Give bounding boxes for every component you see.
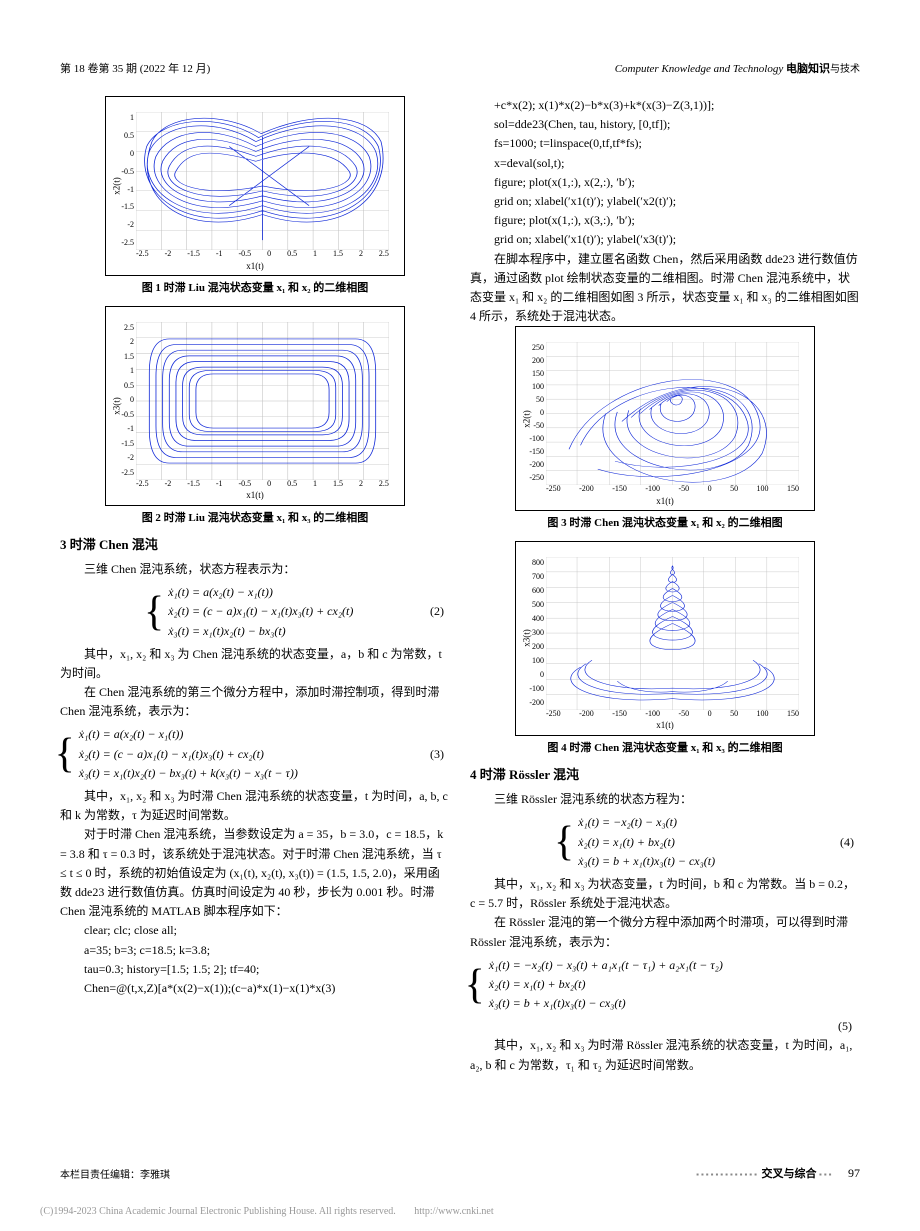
code-line: x=deval(sol,t); xyxy=(470,154,860,173)
issue-label: 第 18 卷第 35 期 (2022 年 12 月) xyxy=(60,60,210,76)
code-line: sol=dde23(Chen, tau, history, [0,tf]); xyxy=(470,115,860,134)
sec4-p4: 其中，x₁, x₂ 和 x₃ 为时滞 Rössler 混沌系统的状态变量，t 为… xyxy=(470,1036,860,1074)
footer-section: 交叉与综合 xyxy=(761,1168,816,1180)
code-line: Chen=@(t,x,Z)[a*(x(2)−x(1));(c−a)*x(1)−x… xyxy=(60,979,450,998)
page-footer: 本栏目责任编辑：李雅琪 ▪▪▪▪▪▪▪▪▪▪▪▪▪ 交叉与综合 ▪▪▪ 97 xyxy=(60,1165,860,1181)
code-line: grid on; xlabel(′x1(t)′); ylabel(′x2(t)′… xyxy=(470,192,860,211)
sec3-p1: 三维 Chen 混沌系统，状态方程表示为： xyxy=(60,560,450,579)
sec3-p3: 在 Chen 混沌系统的第三个微分方程中，添加时滞控制项，得到时滞 Chen 混… xyxy=(60,683,450,721)
sec3-p4: 其中，x₁, x₂ 和 x₃ 为时滞 Chen 混沌系统的状态变量，t 为时间，… xyxy=(60,787,450,825)
page-number: 97 xyxy=(848,1166,860,1180)
equation-5: { ẋ₁(t) = −x₂(t) − x₃(t) + a₁x₁(t − τ₁) … xyxy=(452,956,860,1014)
code-line: clear; clc; close all; xyxy=(60,921,450,940)
section-3-title: 3 时滞 Chen 混沌 xyxy=(60,535,450,556)
sec3-p5: 对于时滞 Chen 混沌系统，当参数设定为 a = 35，b = 3.0，c =… xyxy=(60,825,450,921)
fig2-caption: 图 2 时滞 Liu 混沌状态变量 x₁ 和 x₃ 的二维相图 xyxy=(60,510,450,528)
fig1-caption: 图 1 时滞 Liu 混沌状态变量 x₁ 和 x₂ 的二维相图 xyxy=(60,280,450,298)
fig4-xlabel: x1(t) xyxy=(656,718,674,732)
figure-1: -2.5-2-1.5-1-0.500.511.522.5 -2.5-2-1.5-… xyxy=(105,96,405,276)
fig4-ylabel: x3(t) xyxy=(520,630,534,648)
cnki-link[interactable]: http://www.cnki.net xyxy=(414,1206,493,1217)
equation-4: { ẋ₁(t) = −x₂(t) − x₃(t) ẋ₂(t) = x₁(t) +… xyxy=(470,813,860,871)
eq5-number: (5) xyxy=(470,1017,860,1036)
fig3-ylabel: x2(t) xyxy=(520,410,534,428)
code-line: +c*x(2); x(1)*x(2)−b*x(3)+k*(x(3)−Z(3,1)… xyxy=(470,96,860,115)
sec4-p3: 在 Rössler 混沌的第一个微分方程中添加两个时滞项，可以得到时滞 Röss… xyxy=(470,913,860,951)
footer-dashes: ▪▪▪▪▪▪▪▪▪▪▪▪▪ xyxy=(696,1170,759,1179)
code-line: a=35; b=3; c=18.5; k=3.8; xyxy=(60,941,450,960)
journal-label: Computer Knowledge and Technology 电脑知识与技… xyxy=(615,60,860,76)
fig1-ylabel: x2(t) xyxy=(110,177,124,195)
figure-4: -250-200-150-100-50050100150 -200-100010… xyxy=(515,541,815,736)
col2-p1: 在脚本程序中，建立匿名函数 Chen，然后采用函数 dde23 进行数值仿真，通… xyxy=(470,250,860,327)
fig4-caption: 图 4 时滞 Chen 混沌状态变量 x₁ 和 x₃ 的二维相图 xyxy=(470,740,860,758)
fig1-trace xyxy=(145,118,383,240)
footer-dashes: ▪▪▪ xyxy=(819,1170,834,1179)
fig3-trace xyxy=(569,380,766,483)
figure-2: -2.5-2-1.5-1-0.500.511.522.5 -2.5-2-1.5-… xyxy=(105,306,405,506)
equation-3: { ẋ₁(t) = a(x₂(t) − x₁(t)) ẋ₂(t) = (c − … xyxy=(42,725,450,783)
editor-label: 本栏目责任编辑：李雅琪 xyxy=(60,1166,170,1181)
section-4-title: 4 时滞 Rössler 混沌 xyxy=(470,765,860,786)
fig2-xlabel: x1(t) xyxy=(246,488,264,502)
fig1-xlabel: x1(t) xyxy=(246,259,264,273)
code-line: fs=1000; t=linspace(0,tf,tf*fs); xyxy=(470,134,860,153)
copyright-notice: (C)1994-2023 China Academic Journal Elec… xyxy=(40,1206,494,1217)
sec4-p1: 三维 Rössler 混沌系统的状态方程为： xyxy=(470,790,860,809)
code-line: grid on; xlabel(′x1(t)′); ylabel(′x3(t)′… xyxy=(470,230,860,249)
page-header: 第 18 卷第 35 期 (2022 年 12 月) Computer Know… xyxy=(60,60,860,76)
equation-2: { ẋ₁(t) = a(x₂(t) − x₁(t)) ẋ₂(t) = (c − … xyxy=(60,583,450,641)
fig3-xlabel: x1(t) xyxy=(656,494,674,508)
sec4-p2: 其中，x₁, x₂ 和 x₃ 为状态变量，t 为时间，b 和 c 为常数。当 b… xyxy=(470,875,860,913)
code-line: figure; plot(x(1,:), x(2,:), ′b′); xyxy=(470,173,860,192)
fig2-ylabel: x3(t) xyxy=(110,397,124,415)
fig3-caption: 图 3 时滞 Chen 混沌状态变量 x₁ 和 x₂ 的二维相图 xyxy=(470,515,860,533)
code-line: figure; plot(x(1,:), x(3,:), ′b′); xyxy=(470,211,860,230)
sec3-p2: 其中，x₁, x₂ 和 x₃ 为 Chen 混沌系统的状态变量，a，b 和 c … xyxy=(60,645,450,683)
right-column: +c*x(2); x(1)*x(2)−b*x(3)+k*(x(3)−Z(3,1)… xyxy=(470,96,860,1075)
figure-3: -250-200-150-100-50050100150 -250-200-15… xyxy=(515,326,815,511)
code-line: tau=0.3; history=[1.5; 1.5; 2]; tf=40; xyxy=(60,960,450,979)
left-column: -2.5-2-1.5-1-0.500.511.522.5 -2.5-2-1.5-… xyxy=(60,96,450,1075)
